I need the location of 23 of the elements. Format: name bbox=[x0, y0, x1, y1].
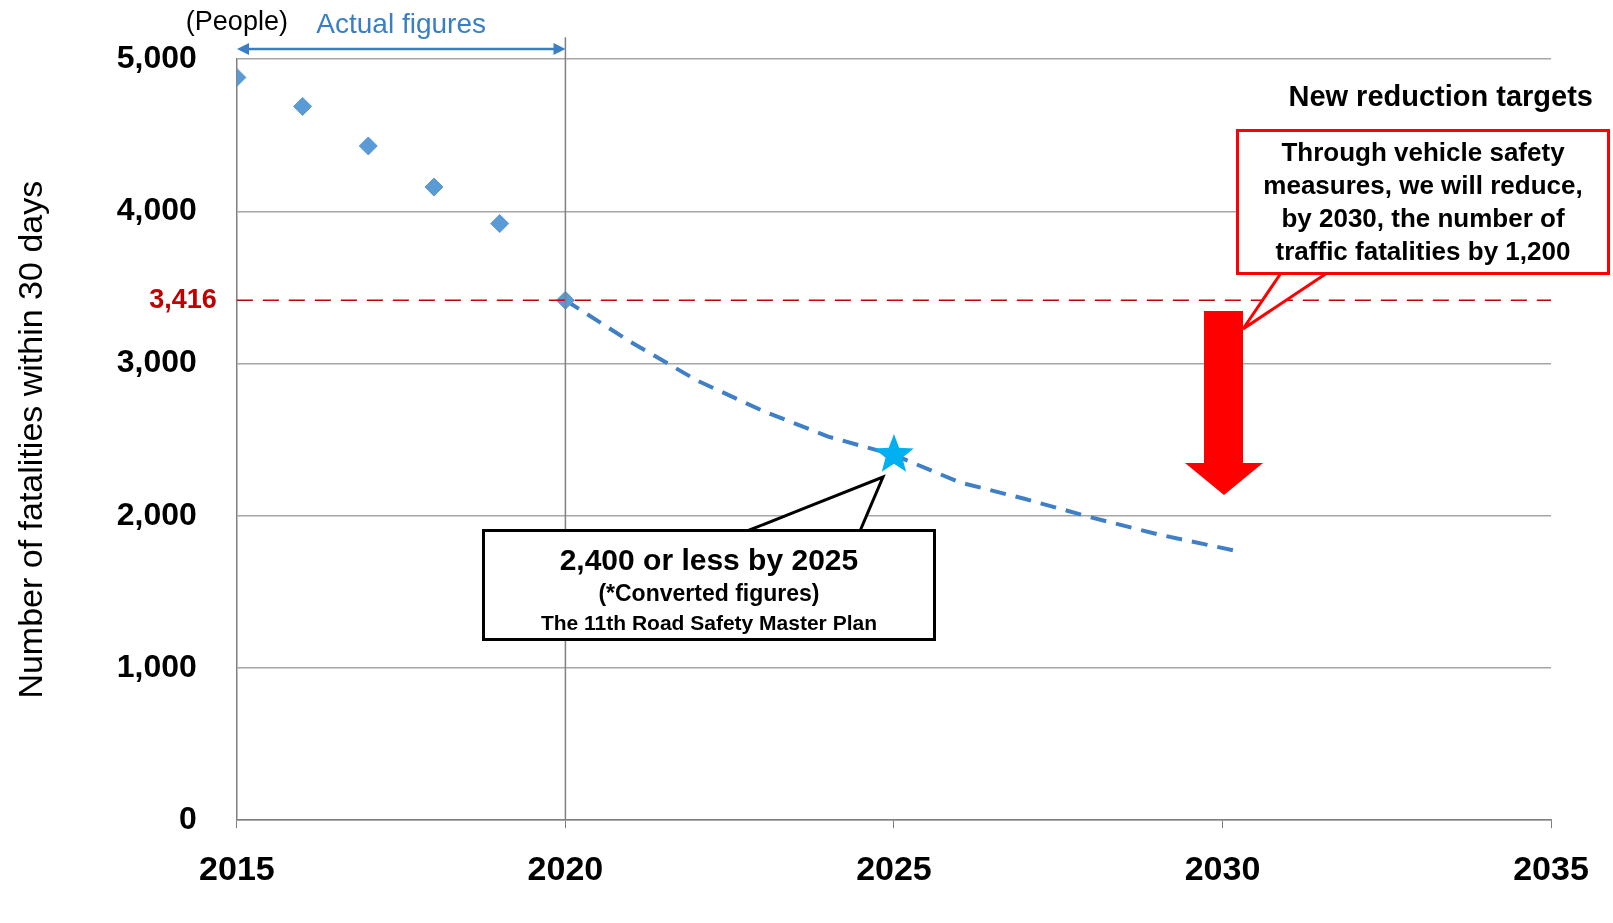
y-tick-label: 1,000 bbox=[116, 647, 197, 684]
y-tick-label: 2,000 bbox=[116, 495, 197, 532]
y-tick-label: 4,000 bbox=[116, 191, 197, 228]
x-tick-label: 2035 bbox=[1513, 848, 1589, 887]
y-tick-label: 3,000 bbox=[116, 343, 197, 380]
y-axis-title: Number of fatalities within 30 days bbox=[10, 180, 49, 699]
text: Actual figures bbox=[316, 8, 486, 39]
point bbox=[358, 136, 378, 156]
y-tick-label: 0 bbox=[179, 800, 197, 837]
annotation: 2,400 or less by 2025 (*Converted figures) The 11th Road Safety Master Plan bbox=[539, 541, 878, 636]
y-tick-label: 5,000 bbox=[116, 39, 197, 76]
point bbox=[424, 177, 444, 197]
x-tick-label: 2015 bbox=[199, 848, 275, 887]
point bbox=[293, 96, 313, 116]
annotation: New reduction targets bbox=[1288, 80, 1593, 113]
annotation: Through vehicle safety measures, we will reduce, by 2030, the number of traffic fatalities by 1,200 bbox=[1236, 129, 1610, 275]
text: (People) bbox=[185, 6, 288, 36]
x-tick-label: 2025 bbox=[856, 848, 932, 887]
point bbox=[874, 434, 914, 472]
x-tick-label: 2030 bbox=[1184, 848, 1261, 887]
x-tick-label: 2020 bbox=[527, 848, 604, 887]
point bbox=[490, 214, 510, 234]
ref-line-label: 3,416 bbox=[149, 283, 217, 314]
